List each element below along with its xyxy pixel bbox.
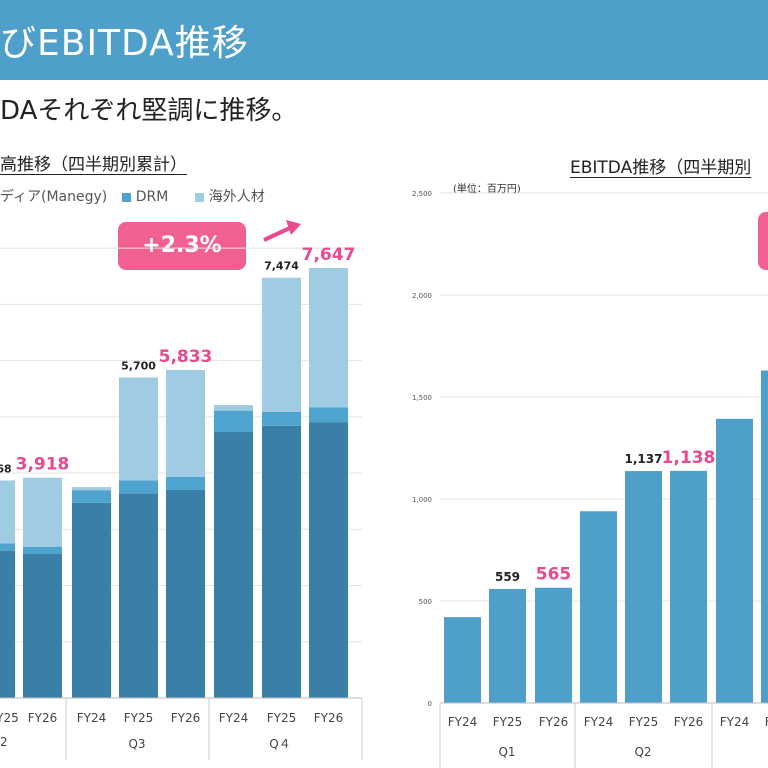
- left-chart-title: 高推移（四半期別累計）: [0, 155, 187, 175]
- left-bar-segment: [72, 487, 111, 491]
- right-value-label: 559: [495, 570, 520, 584]
- left-total-label: 5,700: [121, 359, 156, 372]
- left-bar-segment: [72, 502, 111, 698]
- left-bar-segment: [166, 369, 205, 477]
- right-bar: [535, 587, 572, 703]
- left-x-tick-label: FY26: [171, 711, 201, 725]
- right-x-tick-label: FY25: [765, 715, 768, 729]
- left-total-label: 5,833: [159, 347, 213, 367]
- left-bar-segment: [23, 554, 62, 698]
- right-x-tick-label: FY26: [539, 715, 569, 729]
- right-x-tick-label: FY24: [720, 715, 750, 729]
- right-chart-title: EBITDA推移（四半期別: [570, 158, 752, 178]
- left-bar-segment: [262, 411, 301, 426]
- left-x-tick-label: FY25: [124, 711, 154, 725]
- right-value-label: 1,137: [625, 452, 663, 466]
- right-y-tick-label: 2,000: [412, 292, 432, 300]
- legend-swatch-overseas: [194, 192, 204, 202]
- right-y-tick-label: 1,500: [412, 394, 432, 402]
- right-x-tick-label: FY26: [674, 715, 704, 729]
- right-x-tick-label: FY24: [448, 715, 478, 729]
- right-y-tick-label: 2,500: [412, 190, 432, 198]
- left-bar-segment: [214, 432, 253, 698]
- left-group-label: Q3: [128, 737, 145, 751]
- unit-label: (単位：百万円): [453, 184, 521, 195]
- left-group-label: 2: [0, 735, 8, 749]
- right-growth-badge: [758, 212, 768, 270]
- left-bar-segment: [309, 407, 348, 423]
- page-subtitle: DAそれぞれ堅調に推移。: [0, 96, 298, 126]
- left-total-label: 68: [0, 462, 12, 475]
- left-x-tick-label: FY26: [314, 711, 344, 725]
- left-bar-segment: [72, 490, 111, 503]
- right-x-tick-label: FY25: [629, 715, 659, 729]
- left-bar-segment: [23, 546, 62, 555]
- legend-swatch-drm: [121, 192, 131, 202]
- left-bar-segment: [119, 493, 158, 698]
- left-bar-segment: [309, 267, 348, 408]
- legend-label-drm: DRM: [135, 189, 169, 205]
- left-x-tick-label: FY25: [267, 711, 297, 725]
- left-x-tick-label: FY24: [77, 711, 107, 725]
- page-title: びEBITDA推移: [0, 23, 249, 64]
- growth-badge: +2.3%: [118, 222, 246, 270]
- left-bar-segment: [166, 476, 205, 490]
- left-x-tick-label: FY25: [0, 711, 19, 725]
- left-bar-segment: [262, 425, 301, 698]
- left-bar-segment: [23, 477, 62, 547]
- right-bar: [489, 588, 526, 703]
- growth-arrowhead-icon: [286, 220, 301, 235]
- left-x-tick-label: FY26: [28, 711, 58, 725]
- right-value-label: 565: [536, 565, 572, 585]
- legend-label-media: ディア(Manegy): [0, 189, 108, 205]
- right-x-tick-label: FY25: [493, 715, 523, 729]
- left-bar-segment: [309, 422, 348, 698]
- right-value-label: 1,138: [662, 448, 716, 468]
- left-group-label: Q４: [269, 737, 290, 751]
- right-bar: [670, 470, 707, 703]
- left-bar-segment: [119, 480, 158, 494]
- right-group-label: Q1: [498, 745, 515, 759]
- left-total-label: 7,474: [264, 260, 299, 273]
- header-bar: びEBITDA推移: [0, 0, 768, 80]
- left-x-tick-label: FY24: [219, 711, 249, 725]
- left-bar-segment: [0, 543, 15, 551]
- left-bar-segment: [214, 410, 253, 433]
- right-bar: [625, 471, 662, 703]
- right-y-tick-label: 500: [419, 598, 432, 606]
- right-y-tick-label: 0: [428, 700, 432, 708]
- left-total-label: 7,647: [302, 245, 356, 265]
- right-group-label: Q2: [634, 745, 651, 759]
- left-bar-segment: [214, 405, 253, 411]
- left-bar-segment: [119, 377, 158, 481]
- left-bar-segment: [166, 489, 205, 698]
- left-bar-segment: [0, 480, 15, 544]
- left-chart-legend: ディア(Manegy) DRM 海外人材: [0, 186, 265, 206]
- legend-label-overseas: 海外人材: [208, 189, 265, 205]
- right-y-tick-label: 1,000: [412, 496, 432, 504]
- left-bar-segment: [0, 550, 15, 698]
- right-bar: [716, 418, 753, 703]
- right-x-tick-label: FY24: [584, 715, 614, 729]
- right-bar: [444, 617, 481, 703]
- left-bar-segment: [262, 277, 301, 412]
- right-bar: [761, 370, 768, 703]
- left-total-label: 3,918: [16, 455, 70, 475]
- growth-arrow-icon: [263, 225, 293, 242]
- right-bar: [580, 511, 617, 703]
